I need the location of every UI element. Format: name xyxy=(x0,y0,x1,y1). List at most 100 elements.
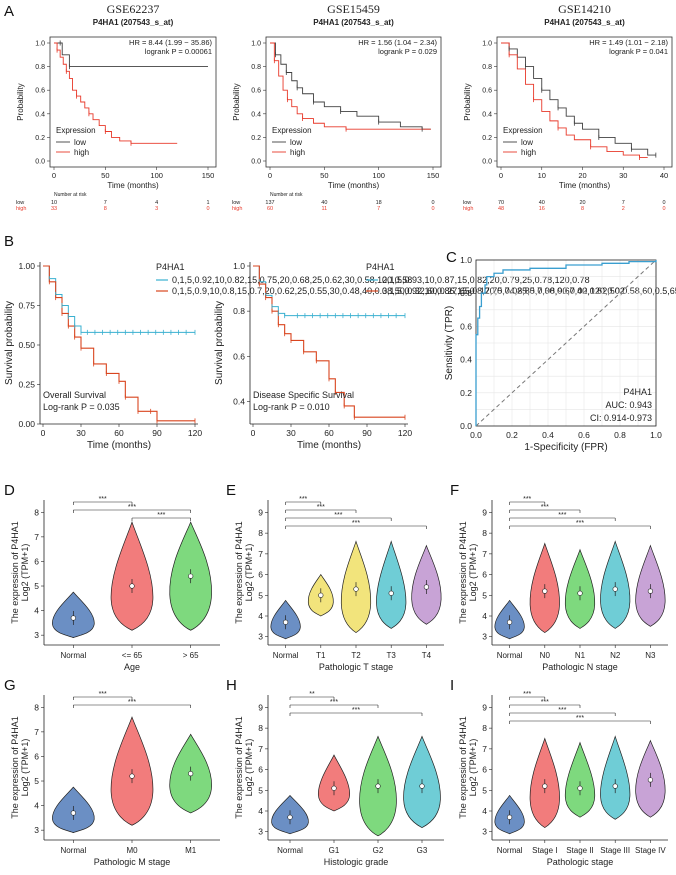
x-tick-label: T3 xyxy=(387,651,397,660)
panel-letter-A: A xyxy=(4,3,14,20)
y-tick-label: 8 xyxy=(482,528,487,538)
x-tick-label: 100 xyxy=(372,171,385,180)
x-axis-label: Pathologic stage xyxy=(547,857,614,867)
violin-plot-G: 3 4 5 6 7 8 The expression of P4HA1 Log2 (TPM+1… xyxy=(10,691,220,867)
risk-row-high-label: high xyxy=(16,206,26,212)
x-tick-label: 30 xyxy=(286,428,296,438)
y-axis-label-unit: Log2 (TPM+1) xyxy=(20,739,30,797)
series-low xyxy=(43,265,195,333)
y-tick-label: 3 xyxy=(482,632,487,642)
y-axis-label: Probability xyxy=(232,83,241,120)
panel-letter-C: C xyxy=(446,249,457,266)
violin-plot-D: 3 4 5 6 7 8 The expression of P4HA1 Log2 (TPM+1… xyxy=(10,496,220,672)
legend-low: 0,1,5,0.92,10,0.82,15,0.75,20,0.68,25,0.… xyxy=(172,275,412,285)
x-tick-label: G1 xyxy=(329,846,340,855)
y-tick-label: 0.0 xyxy=(482,159,492,166)
series-high xyxy=(253,265,405,418)
x-tick-label: 20 xyxy=(578,171,586,180)
x-tick-label: T1 xyxy=(316,651,326,660)
y-tick-label: 0.25 xyxy=(18,380,35,390)
x-tick-label: 40 xyxy=(660,171,668,180)
x-tick-label: Stage III xyxy=(600,846,630,855)
y-tick-label: 9 xyxy=(258,702,263,712)
sig-label: *** xyxy=(576,715,584,722)
y-tick-label: 5 xyxy=(482,785,487,795)
x-tick-label: 150 xyxy=(427,171,440,180)
y-tick-label: 0.6 xyxy=(35,88,45,95)
legend-low: low xyxy=(521,138,533,147)
x-axis-label: 1-Specificity (FPR) xyxy=(524,442,607,453)
risk-low-value: 40 xyxy=(539,200,545,206)
x-tick-label: Normal xyxy=(60,846,86,855)
x-tick-label: > 65 xyxy=(183,651,199,660)
violin-<= 65 xyxy=(110,521,154,631)
series-high xyxy=(54,42,178,144)
violin-median xyxy=(388,590,394,596)
violin-median xyxy=(318,592,324,598)
y-axis-label: Probability xyxy=(16,83,25,120)
x-tick-label: 0 xyxy=(41,428,46,438)
roc-curve xyxy=(475,260,657,426)
y-tick-label: 1.0 xyxy=(482,41,492,48)
x-tick-label: 100 xyxy=(150,171,163,180)
y-tick-label: 3 xyxy=(34,825,39,835)
series-high xyxy=(270,42,431,130)
legend-low: 0,1,5,0.93,10,0.87,15,0.82,20,0.79,25,0.… xyxy=(382,275,590,285)
sig-label: *** xyxy=(541,699,549,706)
logrank-text: logrank P = 0.00061 xyxy=(145,47,212,56)
panel-letter-F: F xyxy=(450,482,459,499)
x-tick-label: 60 xyxy=(324,428,334,438)
y-tick-label: 3 xyxy=(34,630,39,640)
y-tick-label: 5 xyxy=(482,590,487,600)
legend-high: 0,1,5,0.9,10,0.8,15,0.7,20,0.62,25,0.55,… xyxy=(172,286,625,296)
x-tick-label: M1 xyxy=(185,846,197,855)
y-axis-label-unit: Log2 (TPM+1) xyxy=(20,544,30,602)
x-tick-label: 50 xyxy=(101,171,109,180)
y-tick-label: 6 xyxy=(258,570,263,580)
risk-high-value: 48 xyxy=(498,206,504,212)
y-tick-label: 9 xyxy=(482,702,487,712)
violin-plot-F: 3 4 5 6 7 8 9 The expression of P4HA1 Log2 (TPM+… xyxy=(458,496,668,672)
sig-label: *** xyxy=(523,691,531,698)
x-tick-label: 90 xyxy=(152,428,162,438)
y-axis-label: The expression of P4HA1 xyxy=(234,521,244,624)
km-a-plot-1: GSE15459 P4HA1 (207543_s_at) 0.0 0.2 0.4 0.6 0… xyxy=(232,2,442,212)
risk-row-low-label: low xyxy=(463,200,471,206)
risk-row-high-label: high xyxy=(232,206,242,212)
violin-plot-E: 3 4 5 6 7 8 9 The expression of P4HA1 Log2 (TPM+… xyxy=(234,496,444,672)
panel-letter-G: G xyxy=(4,677,16,694)
legend-title: Expression xyxy=(503,126,543,135)
y-axis-label: Survival probability xyxy=(4,301,15,385)
risk-row-low-label: low xyxy=(232,200,240,206)
x-tick-label: Normal xyxy=(497,651,523,660)
x-tick-label: 120 xyxy=(398,428,412,438)
sig-label: *** xyxy=(541,504,549,511)
legend-low: low xyxy=(74,138,86,147)
y-tick-label: 6 xyxy=(482,765,487,775)
y-tick-label: 0.2 xyxy=(482,135,492,142)
legend-high: 0,1,5,0.92,10,0.86,15,0.8,20,0.74,25,0.7… xyxy=(382,286,676,296)
x-axis-label: Time (months) xyxy=(107,181,159,190)
legend-title: Expression xyxy=(272,126,312,135)
legend-title: P4HA1 xyxy=(156,262,185,272)
y-tick-label: 0.4 xyxy=(482,111,492,118)
y-tick-label: 1.0 xyxy=(233,261,245,271)
panel-letter-I: I xyxy=(450,677,454,694)
y-tick-label: 3 xyxy=(258,827,263,837)
x-tick-label: N2 xyxy=(610,651,621,660)
risk-low-value: 20 xyxy=(579,200,585,206)
survival-type: Overall Survival xyxy=(43,390,106,400)
y-axis-label: The expression of P4HA1 xyxy=(458,716,468,819)
plot-title: GSE14210 xyxy=(558,2,611,16)
risk-high-value: 2 xyxy=(622,206,625,212)
legend-high: high xyxy=(74,148,89,157)
y-tick-label: 0.50 xyxy=(18,340,35,350)
plot-frame xyxy=(265,36,442,168)
y-tick-label: 0.6 xyxy=(251,88,261,95)
y-tick-label: 9 xyxy=(482,507,487,517)
violin-median xyxy=(423,584,430,590)
x-axis-label: Pathologic T stage xyxy=(319,662,393,672)
series-high xyxy=(501,42,648,158)
x-axis-label: Time (months) xyxy=(559,181,611,190)
y-tick-label: 4 xyxy=(34,606,39,616)
